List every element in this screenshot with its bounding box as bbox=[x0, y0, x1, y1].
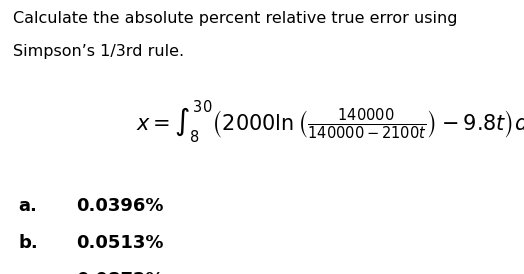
Text: Calculate the absolute percent relative true error using: Calculate the absolute percent relative … bbox=[13, 11, 457, 26]
Text: a.: a. bbox=[18, 197, 37, 215]
Text: b.: b. bbox=[18, 234, 38, 252]
Text: $x = \int_{8}^{30} \left( 2000\ln\left(\frac{140000}{140000-2100t}\right) - 9.8t: $x = \int_{8}^{30} \left( 2000\ln\left(\… bbox=[136, 99, 524, 145]
Text: 0.0872%: 0.0872% bbox=[76, 271, 163, 274]
Text: 0.0396%: 0.0396% bbox=[76, 197, 163, 215]
Text: 0.0513%: 0.0513% bbox=[76, 234, 163, 252]
Text: Simpson’s 1/3rd rule.: Simpson’s 1/3rd rule. bbox=[13, 44, 184, 59]
Text: c.: c. bbox=[18, 271, 36, 274]
